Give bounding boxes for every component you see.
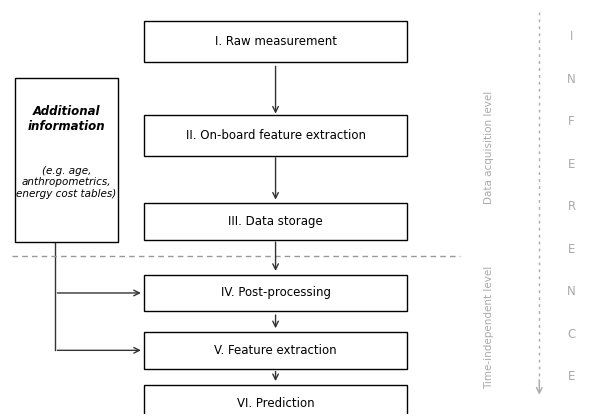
FancyBboxPatch shape	[144, 332, 407, 369]
Text: Additional
information: Additional information	[28, 105, 105, 133]
FancyBboxPatch shape	[15, 78, 118, 242]
Text: V. Feature extraction: V. Feature extraction	[214, 344, 337, 357]
Text: III. Data storage: III. Data storage	[228, 215, 323, 228]
Text: I: I	[570, 31, 573, 43]
Text: E: E	[568, 370, 575, 383]
Text: N: N	[567, 73, 576, 86]
Text: C: C	[568, 328, 576, 341]
Text: Data acquisition level: Data acquisition level	[484, 91, 495, 204]
Text: VI. Prediction: VI. Prediction	[237, 397, 315, 410]
FancyBboxPatch shape	[144, 115, 407, 156]
Text: E: E	[568, 243, 575, 256]
Text: IV. Post-processing: IV. Post-processing	[221, 286, 331, 299]
Text: I. Raw measurement: I. Raw measurement	[215, 35, 337, 48]
Text: N: N	[567, 285, 576, 298]
Text: II. On-board feature extraction: II. On-board feature extraction	[185, 129, 365, 142]
Text: (e.g. age,
anthropometrics,
energy cost tables): (e.g. age, anthropometrics, energy cost …	[16, 166, 117, 199]
FancyBboxPatch shape	[144, 385, 407, 418]
Text: R: R	[568, 201, 575, 214]
FancyBboxPatch shape	[144, 203, 407, 240]
Text: E: E	[568, 158, 575, 171]
FancyBboxPatch shape	[144, 275, 407, 311]
Text: F: F	[568, 115, 575, 128]
FancyBboxPatch shape	[144, 20, 407, 61]
Text: Time-independent level: Time-independent level	[484, 266, 495, 390]
